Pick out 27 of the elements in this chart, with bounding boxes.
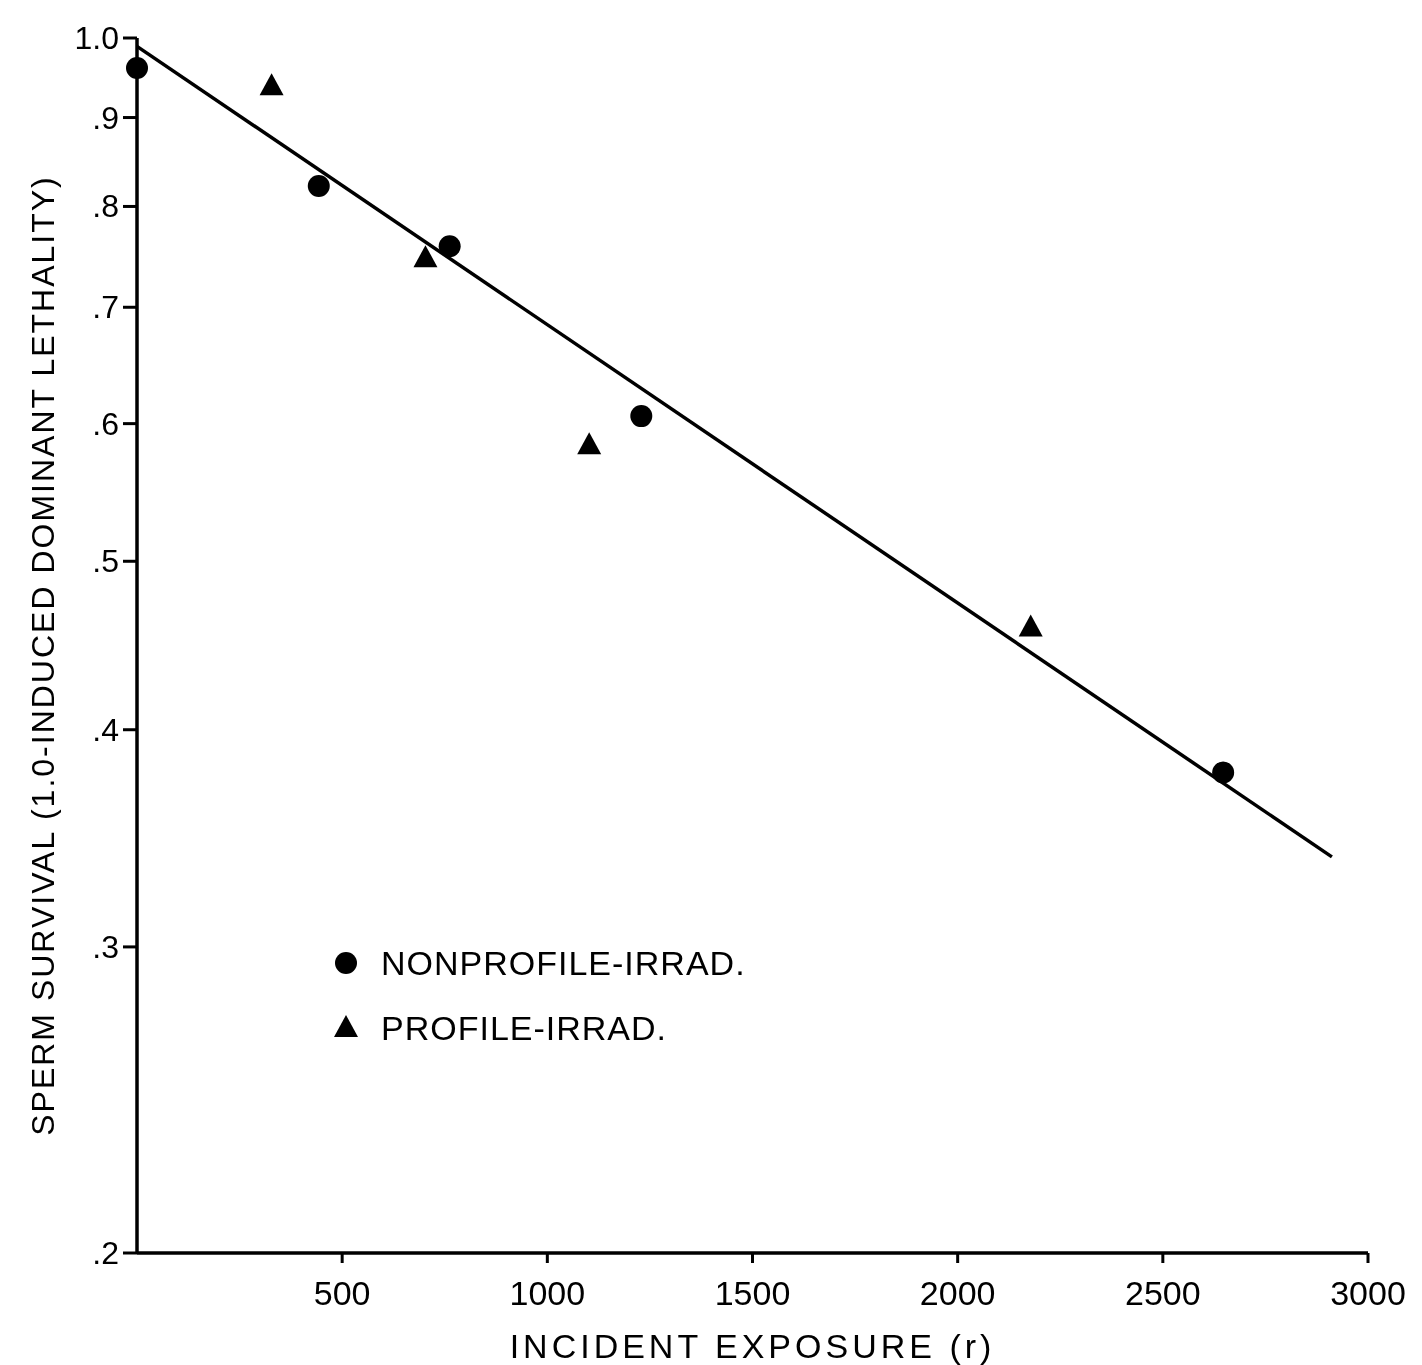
legend-label: PROFILE-IRRAD. <box>381 1009 668 1047</box>
point <box>413 245 438 268</box>
y-tick-label: .6 <box>92 405 119 442</box>
x-axis-title: INCIDENT EXPOSURE (r) <box>509 1327 996 1365</box>
x-tick-label: 3000 <box>1330 1274 1406 1312</box>
y-axis-title: SPERM SURVIVAL (1.0-INDUCED DOMINANT LETHALITY) <box>25 175 61 1136</box>
point <box>259 73 284 96</box>
point <box>1018 614 1043 637</box>
y-tick-label: .2 <box>92 1235 119 1271</box>
x-tick-label: 500 <box>313 1274 371 1312</box>
y-tick-label: .4 <box>92 711 119 748</box>
point <box>438 235 461 258</box>
point <box>307 174 330 197</box>
y-tick-label: .3 <box>92 928 119 965</box>
x-tick-label: 2500 <box>1125 1274 1201 1312</box>
legend-label: NONPROFILE-IRRAD. <box>381 944 746 982</box>
x-tick-label: 1500 <box>714 1274 791 1312</box>
y-tick-label: .5 <box>92 543 119 580</box>
y-tick-label: 1.0 <box>74 20 119 56</box>
y-tick-label: .9 <box>92 99 119 136</box>
point <box>577 432 602 455</box>
point <box>126 57 148 80</box>
y-tick-label: .8 <box>92 188 119 225</box>
y-tick-label: .7 <box>92 289 119 326</box>
point <box>630 405 653 428</box>
x-tick-label: 2000 <box>919 1274 996 1312</box>
x-tick-label: 1000 <box>509 1274 586 1312</box>
